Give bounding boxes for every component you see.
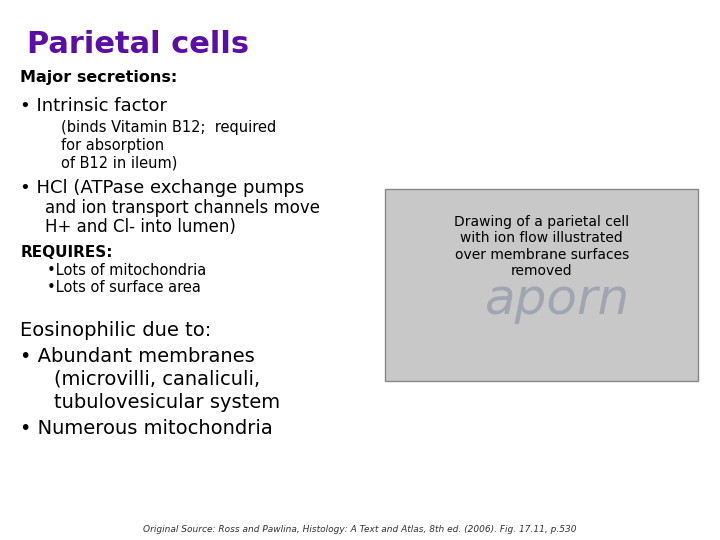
Text: •Lots of surface area: •Lots of surface area bbox=[47, 280, 201, 295]
Text: • Intrinsic factor: • Intrinsic factor bbox=[20, 97, 167, 115]
Text: (binds Vitamin B12;  required: (binds Vitamin B12; required bbox=[61, 120, 276, 135]
Text: • Abundant membranes: • Abundant membranes bbox=[20, 347, 255, 366]
Text: • Numerous mitochondria: • Numerous mitochondria bbox=[20, 418, 273, 437]
Text: for absorption: for absorption bbox=[61, 138, 164, 153]
Text: of B12 in ileum): of B12 in ileum) bbox=[61, 156, 178, 171]
Text: (microvilli, canaliculi,: (microvilli, canaliculi, bbox=[54, 370, 260, 389]
Text: aporn: aporn bbox=[485, 276, 630, 324]
Text: H+ and Cl- into lumen): H+ and Cl- into lumen) bbox=[45, 218, 235, 235]
Text: •Lots of mitochondria: •Lots of mitochondria bbox=[47, 263, 206, 278]
Text: • HCl (ATPase exchange pumps: • HCl (ATPase exchange pumps bbox=[20, 179, 305, 197]
Text: Drawing of a parietal cell
with ion flow illustrated
over membrane surfaces
remo: Drawing of a parietal cell with ion flow… bbox=[454, 215, 629, 278]
Text: and ion transport channels move: and ion transport channels move bbox=[45, 199, 320, 217]
Text: tubulovesicular system: tubulovesicular system bbox=[54, 393, 280, 412]
Text: REQUIRES:: REQUIRES: bbox=[20, 245, 112, 260]
Text: Parietal cells: Parietal cells bbox=[27, 30, 250, 59]
Text: Original Source: Ross and Pawlina, Histology: A Text and Atlas, 8th ed. (2006). : Original Source: Ross and Pawlina, Histo… bbox=[143, 524, 577, 534]
Text: Eosinophilic due to:: Eosinophilic due to: bbox=[20, 321, 212, 340]
Text: Major secretions:: Major secretions: bbox=[20, 70, 177, 85]
Bar bbox=[385, 189, 698, 381]
